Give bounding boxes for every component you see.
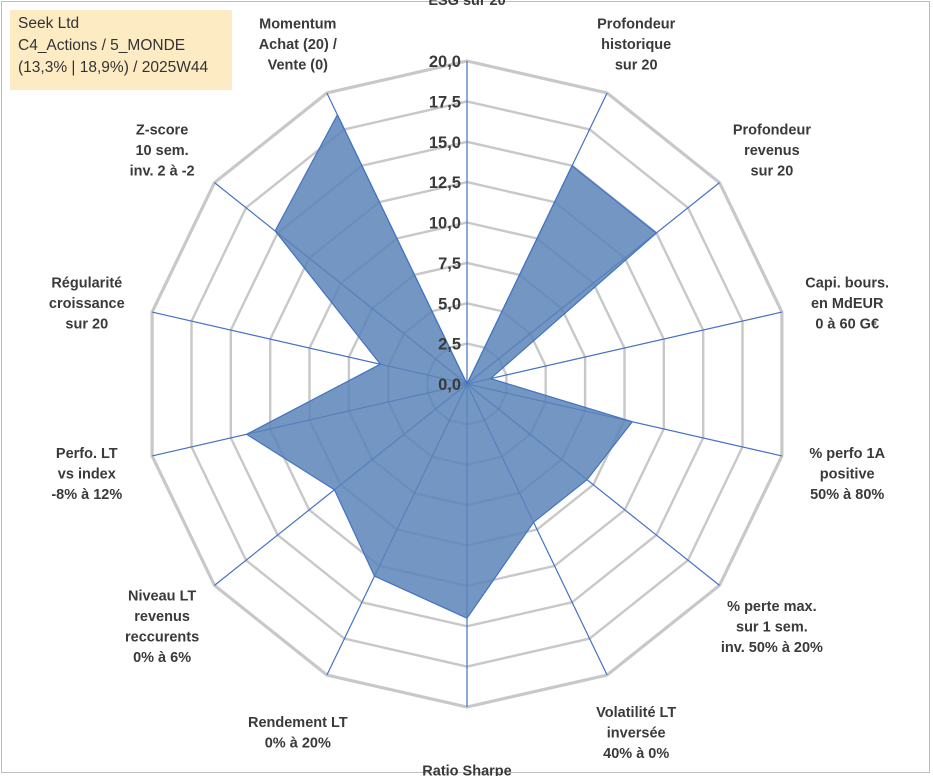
tick-label: 20,0 [429,53,461,71]
radar-tick-labels: 0,0 2,5 5,0 7,5 10,0 12,5 15,0 17,5 20,0 [429,53,461,394]
axis-label-line: historique [601,37,671,53]
axis-label-line: Niveau LT [128,589,196,605]
radar-series [246,114,658,619]
info-box: Seek Ltd C4_Actions / 5_MONDE (13,3% | 1… [10,10,232,90]
axis-label-line: Achat (20) / [259,37,337,53]
axis-label-line: croissance [49,296,125,312]
axis-label-line: en MdEUR [811,296,884,312]
axis-label: Profondeur revenus sur 20 [733,123,811,180]
axis-label-line: 0% à 20% [265,736,331,752]
axis-label-line: Capi. bours. [805,276,889,292]
axis-label-line: revenus [744,143,800,159]
axis-label: NoteESG sur 20 [428,0,505,9]
axis-label: Volatilité LT inversée 40% à 0% [596,705,676,762]
axis-label-line: -8% à 12% [51,487,122,503]
axis-label: Momentum Achat (20) / Vente (0) [259,17,337,74]
axis-label-line: revenus [134,609,190,625]
axis-label-line: % perfo 1A [809,446,885,462]
series-area [246,114,658,619]
axis-label-line: Régularité [51,276,122,292]
axis-label-line: vs index [58,466,116,482]
axis-label-line: 10 sem. [135,143,188,159]
axis-label-line: inv. 2 à -2 [130,164,195,180]
axis-label: Profondeur historique sur 20 [597,17,675,74]
axis-label-line: positive [820,466,875,482]
axis-label: Perfo. LT vs index -8% à 12% [51,446,122,503]
axis-label: Rendement LT 0% à 20% [248,715,348,752]
axis-label-line: 0 à 60 G€ [815,317,879,333]
axis-label-line: sur 1 sem. [736,619,808,635]
axis-label: Capi. bours. en MdEUR 0 à 60 G€ [805,276,889,333]
axis-label: % perte max. sur 1 sem. inv. 50% à 20% [721,599,823,656]
axis-label-line: Rendement LT [248,715,348,731]
portfolio-stats: (13,3% | 18,9%) / 2025W44 [18,59,209,76]
portfolio-name: C4_Actions / 5_MONDE [18,37,186,54]
axis-label-line: inv. 50% à 20% [721,640,823,656]
axis-spoke [466,311,783,385]
axis-label: Niveau LT revenus reccurents 0% à 6% [125,589,199,667]
axis-label-line: Volatilité LT [596,705,676,721]
tick-label: 17,5 [429,93,461,111]
axis-label-line: Z-score [136,123,188,139]
axis-label-line: inversée [607,725,666,741]
axis-label-line: reccurents [125,630,199,646]
axis-label: Régularité croissance sur 20 [49,276,125,333]
axis-label-line: Perfo. LT [56,446,118,462]
axis-label-line: Profondeur [597,17,675,33]
axis-label-line: 40% à 0% [603,746,669,762]
axis-label-line: sur 20 [65,317,108,333]
tick-label: 15,0 [429,134,461,152]
tick-label: 12,5 [429,174,461,192]
tick-label: 7,5 [438,255,461,273]
axis-label-line: 0% à 6% [133,650,191,666]
axis-label: % perfo 1A positive 50% à 80% [809,446,885,503]
axis-label-line: sur 20 [751,164,794,180]
company-name: Seek Ltd [18,15,80,32]
axis-label-line: Profondeur [733,123,811,139]
axis-label: Ratio Sharpe0 à 1 [422,764,511,776]
axis-label-line: Vente (0) [268,58,329,74]
axis-label-line: ESG sur 20 [428,0,505,9]
radar-axis-labels: NoteESG sur 20 Profondeur historique sur 20… [49,0,889,776]
axis-label-line: Momentum [259,17,336,33]
tick-label: 5,0 [438,295,461,313]
axis-label-line: sur 20 [615,58,658,74]
tick-label: 10,0 [429,215,461,233]
tick-label: 0,0 [438,376,461,394]
axis-label: Z-score 10 sem. inv. 2 à -2 [130,123,195,180]
axis-label-line: Ratio Sharpe [422,764,511,776]
tick-label: 2,5 [438,336,461,354]
axis-label-line: % perte max. [727,599,816,615]
axis-label-line: 50% à 80% [810,487,884,503]
